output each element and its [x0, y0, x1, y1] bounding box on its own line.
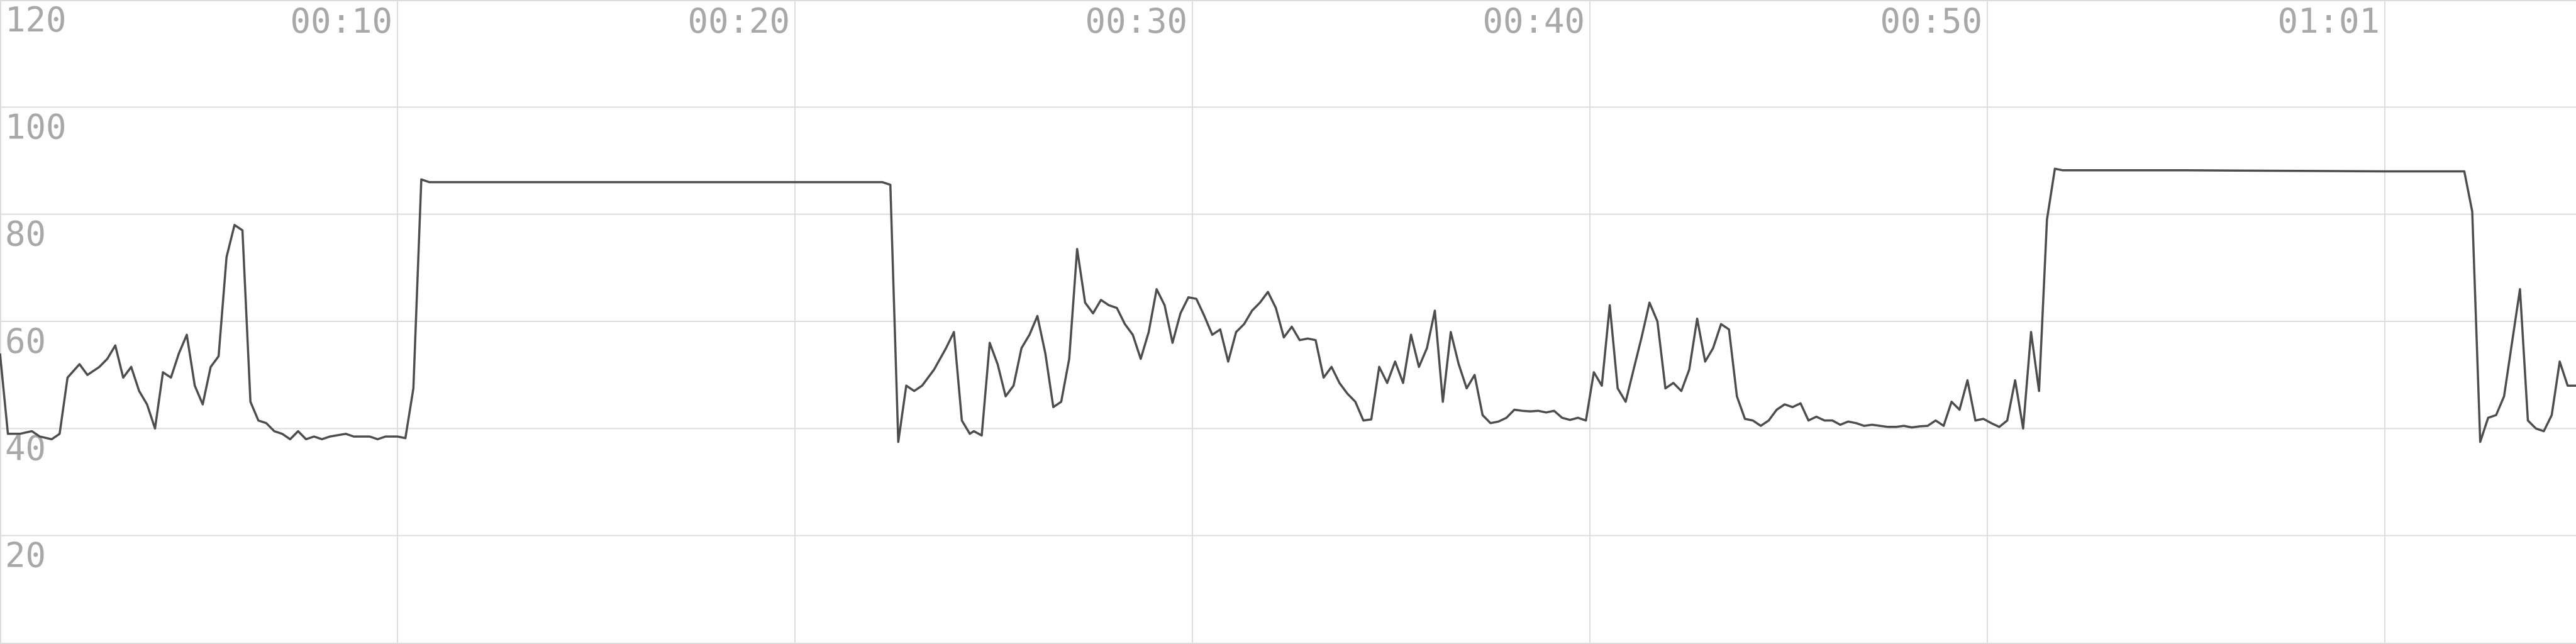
y-tick-label: 20	[5, 536, 46, 575]
y-tick-label: 80	[5, 214, 46, 254]
x-tick-label: 00:20	[687, 1, 790, 41]
y-tick-label: 60	[5, 321, 46, 361]
x-tick-label: 00:50	[1880, 1, 1982, 41]
y-tick-label: 100	[5, 107, 67, 147]
x-tick-label: 01:01	[2277, 1, 2380, 41]
x-tick-label: 00:40	[1482, 1, 1585, 41]
x-tick-label: 00:30	[1085, 1, 1187, 41]
series-line	[0, 167, 2576, 443]
y-tick-label: 120	[5, 0, 67, 40]
x-tick-label: 00:10	[290, 1, 392, 41]
